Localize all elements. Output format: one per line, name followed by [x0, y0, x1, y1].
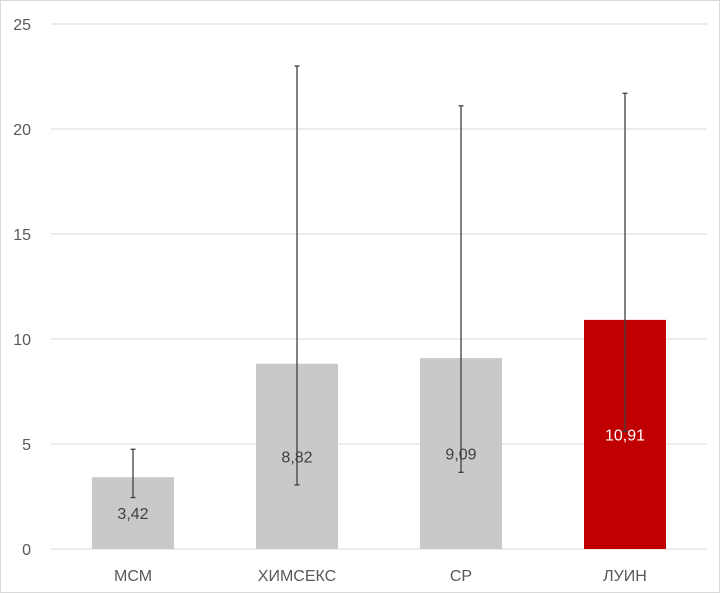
error-bar-1	[294, 65, 300, 486]
error-bar-3	[622, 92, 628, 433]
data-labels: 3,42 8,82 9,09 10,91	[117, 427, 645, 523]
category-label-3: ЛУИН	[603, 568, 647, 585]
data-label-1: 8,82	[281, 449, 312, 466]
data-label-0: 3,42	[117, 506, 148, 523]
y-tick-label-0: 0	[22, 542, 31, 559]
bars	[92, 319, 666, 549]
error-bar-0	[130, 448, 136, 499]
y-tick-label-25: 25	[13, 17, 31, 34]
y-axis-ticks: 0 5 10 15 20 25	[13, 17, 31, 559]
y-tick-label-20: 20	[13, 122, 31, 139]
error-bars	[130, 65, 628, 499]
error-bar-2	[458, 105, 464, 474]
y-tick-label-10: 10	[13, 332, 31, 349]
y-tick-label-5: 5	[22, 437, 31, 454]
category-label-0: МСМ	[114, 568, 152, 585]
x-axis-categories: МСМ ХИМСЕКС СР ЛУИН	[114, 568, 647, 585]
category-label-1: ХИМСЕКС	[258, 568, 336, 585]
data-label-2: 9,09	[445, 447, 476, 464]
y-tick-label-15: 15	[13, 227, 31, 244]
category-label-2: СР	[450, 568, 472, 585]
data-label-3: 10,91	[605, 427, 645, 444]
